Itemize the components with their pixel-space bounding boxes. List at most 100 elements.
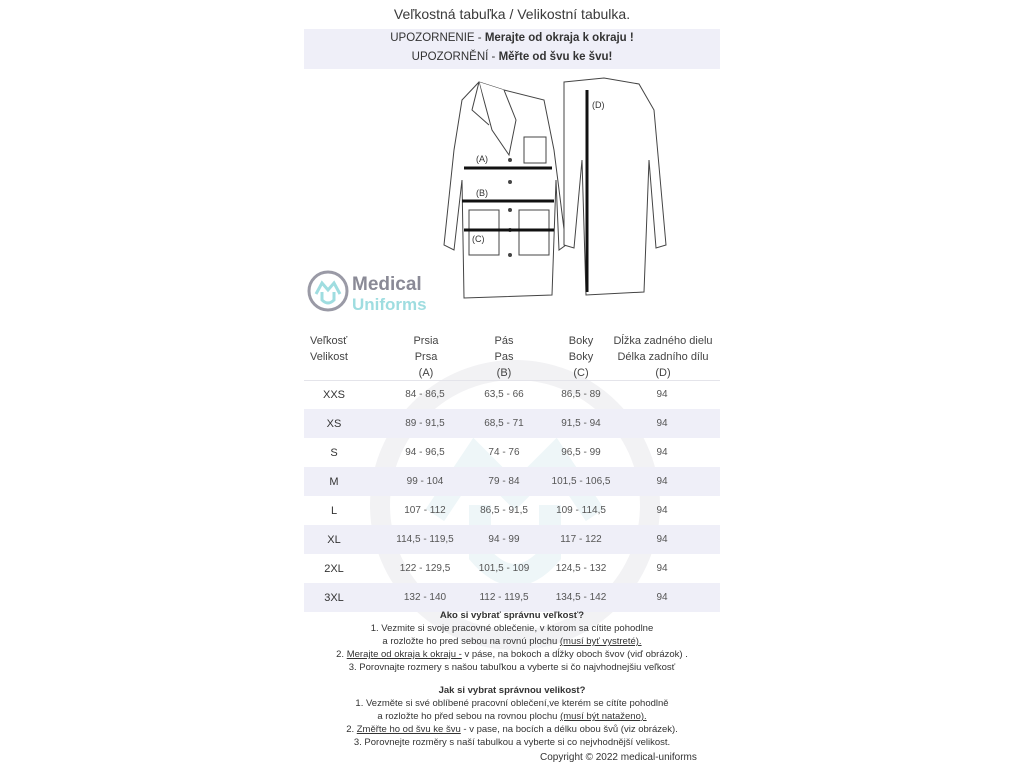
- instruction-line: a rozložte ho před sebou na rovnou ploch…: [377, 711, 561, 722]
- instruction-emphasis: (musí být nataženo).: [560, 711, 647, 722]
- measure-cell: 96,5 - 99: [561, 447, 601, 458]
- measure-cell: 86,5 - 91,5: [480, 505, 528, 516]
- size-cell: L: [330, 504, 338, 517]
- warning-cz-prefix: UPOZORNĚNÍ -: [411, 51, 499, 63]
- header-chest: Prsia Prsa (A): [381, 333, 471, 381]
- measure-cell: 134,5 - 142: [555, 592, 607, 603]
- table-row: L 107 - 112 86,5 - 91,5 109 - 114,5 94: [304, 496, 720, 525]
- label-a: (A): [476, 154, 488, 164]
- header-line: Prsia: [413, 335, 439, 347]
- measure-cell: 94: [656, 476, 668, 487]
- measure-cell: 132 - 140: [403, 592, 447, 603]
- measure-cell: 94: [656, 418, 668, 429]
- measure-cell: 84 - 86,5: [405, 389, 445, 400]
- header-length: Dĺžka zadného dielu Délka zadního dílu (D): [606, 333, 720, 381]
- size-cell: XL: [327, 533, 341, 546]
- measure-cell: 122 - 129,5: [399, 563, 451, 574]
- measure-cell: 94: [656, 563, 668, 574]
- logo-line1: Medical: [352, 274, 422, 295]
- measure-cell: 89 - 91,5: [405, 418, 445, 429]
- instruction-emphasis: (musí byť vystreté).: [559, 636, 642, 647]
- header-line: (A): [418, 367, 434, 379]
- size-cell: 3XL: [324, 591, 344, 604]
- header-line: Pas: [494, 351, 514, 363]
- header-line: Prsa: [414, 351, 438, 363]
- warning-sk-prefix: UPOZORNENIE -: [390, 32, 485, 44]
- header-size: Veľkosť Velikost: [310, 333, 370, 365]
- copyright: Copyright © 2022 medical-uniforms: [540, 752, 697, 763]
- table-row: 3XL 132 - 140 112 - 119,5 134,5 - 142 94: [304, 583, 720, 612]
- measure-cell: 86,5 - 89: [561, 389, 601, 400]
- size-cell: S: [330, 446, 338, 459]
- table-row: S 94 - 96,5 74 - 76 96,5 - 99 94: [304, 438, 720, 467]
- instructions-cz-title: Jak si vybrat správnou velikost?: [438, 685, 586, 696]
- label-d: (D): [592, 100, 605, 110]
- measure-cell: 94: [656, 592, 668, 603]
- measure-cell: 68,5 - 71: [484, 418, 524, 429]
- header-waist: Pás Pas (B): [459, 333, 549, 381]
- header-line: (C): [573, 367, 589, 379]
- measure-cell: 63,5 - 66: [484, 389, 524, 400]
- warning-cz-text: Měřte od švu ke švu!: [498, 51, 613, 63]
- measure-cell: 107 - 112: [404, 505, 446, 516]
- medical-uniforms-logo: Medical Uniforms: [307, 270, 427, 314]
- label-b: (B): [476, 188, 488, 198]
- table-row: XS 89 - 91,5 68,5 - 71 91,5 - 94 94: [304, 409, 720, 438]
- table-row: M 99 - 104 79 - 84 101,5 - 106,5 94: [304, 467, 720, 496]
- instruction-line: 2.: [346, 724, 357, 735]
- table-row: 2XL 122 - 129,5 101,5 - 109 124,5 - 132 94: [304, 554, 720, 583]
- measure-cell: 94 - 99: [488, 534, 520, 545]
- header-line: Délka zadního dílu: [617, 351, 709, 363]
- warning-sk-text: Merajte od okraja k okraju !: [484, 32, 634, 44]
- measure-cell: 124,5 - 132: [555, 563, 607, 574]
- measure-cell: 94: [656, 447, 668, 458]
- header-hips: Boky Boky (C): [536, 333, 626, 381]
- table-row: XL 114,5 - 119,5 94 - 99 117 - 122 94: [304, 525, 720, 554]
- measure-cell: 109 - 114,5: [556, 505, 606, 516]
- measure-cell: 112 - 119,5: [479, 592, 529, 603]
- instruction-line: 2.: [336, 649, 347, 660]
- size-cell: XXS: [322, 388, 345, 401]
- header-line: Boky: [568, 351, 594, 363]
- label-c: (C): [472, 234, 485, 244]
- instruction-line: - v pase, na bocích a délku obou švů (vi…: [460, 724, 678, 735]
- header-divider: [304, 380, 720, 381]
- instructions-sk: Ako si vybrať správnu veľkosť? 1. Vezmit…: [272, 609, 752, 674]
- table-row: XXS 84 - 86,5 63,5 - 66 86,5 - 89 94: [304, 380, 720, 409]
- header-line: (D): [655, 367, 671, 379]
- instruction-line: v páse, na bokoch a dĺžky oboch švov (vi…: [461, 649, 688, 660]
- header-line: Velikost: [310, 351, 348, 363]
- measure-cell: 94: [656, 389, 668, 400]
- measure-cell: 99 - 104: [406, 476, 444, 487]
- size-cell: M: [329, 475, 339, 488]
- measure-cell: 94: [656, 534, 668, 545]
- header-line: Veľkosť: [310, 335, 348, 347]
- instruction-line: 1. Vezměte si své oblíbené pracovní oble…: [355, 698, 669, 709]
- instructions-cz: Jak si vybrat správnou velikost? 1. Vezm…: [272, 684, 752, 749]
- logo-line2: Uniforms: [352, 295, 427, 314]
- instruction-line: 3. Porovnajte rozmery s našou tabuľkou a…: [348, 662, 676, 673]
- measure-cell: 117 - 122: [560, 534, 602, 545]
- measure-cell: 101,5 - 109: [478, 563, 530, 574]
- instruction-line: 3. Porovnejte rozměry s naší tabulkou a …: [353, 737, 671, 748]
- measure-cell: 91,5 - 94: [561, 418, 601, 429]
- header-line: (B): [496, 367, 512, 379]
- header-line: Dĺžka zadného dielu: [613, 335, 713, 347]
- instruction-emphasis: Merajte od okraja k okraju -: [346, 649, 462, 660]
- measure-cell: 94: [656, 505, 668, 516]
- header-line: Pás: [494, 335, 514, 347]
- measure-cell: 114,5 - 119,5: [396, 534, 454, 545]
- instructions: Ako si vybrať správnu veľkosť? 1. Vezmit…: [272, 609, 752, 749]
- instruction-line: a rozložte ho pred sebou na rovnú plochu: [382, 636, 560, 647]
- instruction-emphasis: Změřte ho od švu ke švu: [356, 724, 461, 735]
- page-title: Veľkostná tabuľka / Velikostní tabulka.: [393, 6, 631, 22]
- measure-cell: 101,5 - 106,5: [551, 476, 611, 487]
- instruction-line: 1. Vezmite si svoje pracovné oblečenie, …: [370, 623, 654, 634]
- coat-drawing: (A) (B) (C) (D): [443, 77, 667, 299]
- measure-cell: 79 - 84: [488, 476, 520, 487]
- header-line: Boky: [568, 335, 594, 347]
- instructions-sk-title: Ako si vybrať správnu veľkosť?: [439, 610, 585, 621]
- size-cell: 2XL: [324, 562, 344, 575]
- warning-banner: UPOZORNENIE - Merajte od okraja k okraju…: [304, 29, 720, 69]
- measure-cell: 74 - 76: [488, 447, 520, 458]
